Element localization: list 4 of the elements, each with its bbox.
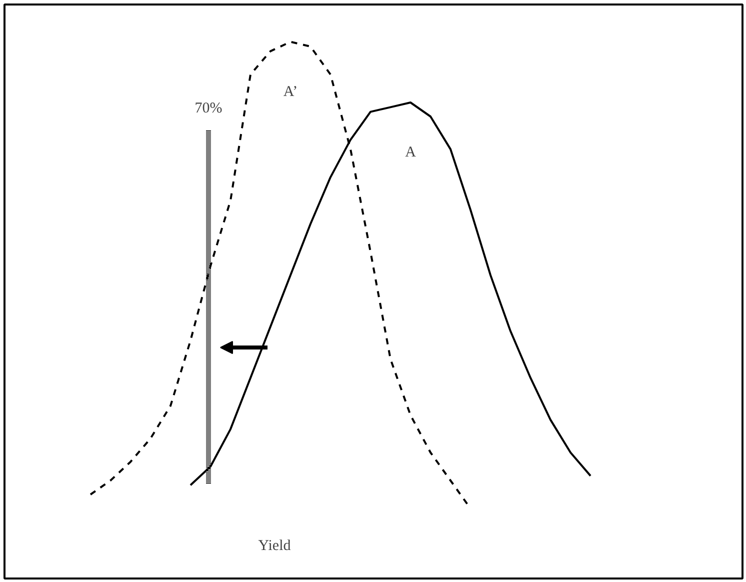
series-label: A (405, 144, 416, 160)
annotation: 70% (194, 100, 222, 116)
text: A’ (283, 84, 298, 100)
x-axis-title: Yield (258, 538, 292, 554)
